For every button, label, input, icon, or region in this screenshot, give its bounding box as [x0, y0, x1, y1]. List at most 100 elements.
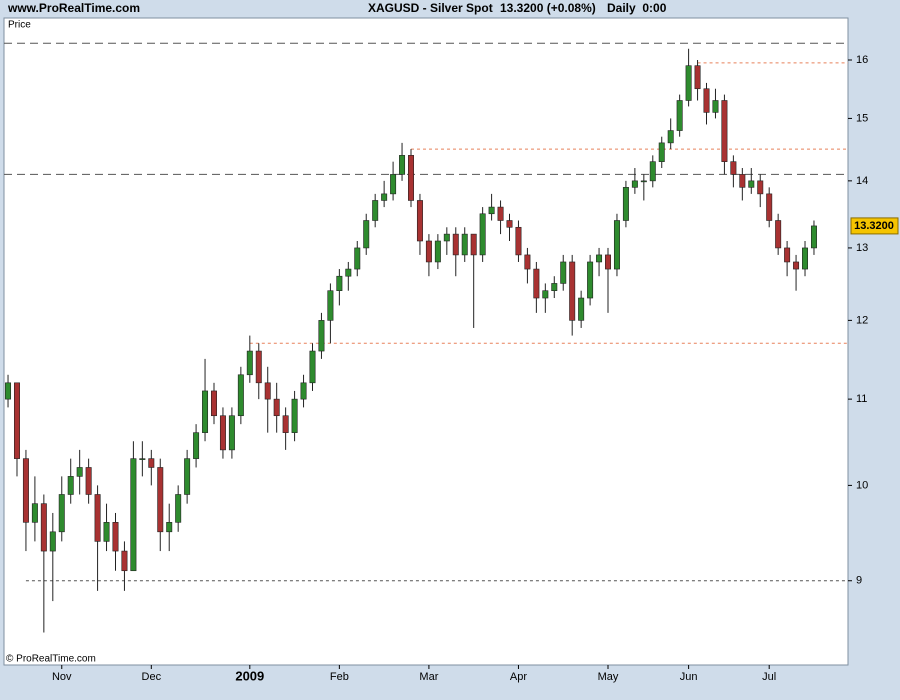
candle-body [354, 247, 361, 270]
candle-body [524, 254, 531, 270]
candle-body [533, 268, 540, 299]
candle-body [22, 458, 29, 523]
candle-body [58, 494, 65, 533]
candle-body [434, 240, 441, 263]
candle-body [372, 200, 379, 221]
candle-body [130, 458, 137, 572]
candle-body [578, 297, 585, 321]
candle-body [219, 415, 226, 451]
candle-body [390, 174, 397, 195]
candle-body [784, 247, 791, 263]
candle-body [515, 226, 522, 256]
candle-body [175, 494, 182, 523]
candle-body [327, 290, 334, 321]
candle-body [103, 522, 110, 542]
candle-body [488, 206, 495, 215]
candle-body [560, 261, 567, 284]
candle-body [479, 213, 486, 256]
candle-body [31, 503, 38, 523]
candle-body [49, 531, 56, 552]
candle-body [67, 476, 74, 495]
candle-body [793, 261, 800, 270]
candle-body [112, 522, 119, 552]
candle-body [775, 220, 782, 249]
candle-body [13, 382, 20, 459]
candle-body [399, 155, 406, 175]
candle-body [166, 522, 173, 533]
candle-body [273, 398, 280, 417]
candle-body [802, 247, 809, 270]
candle-body [40, 503, 47, 552]
candle-body [336, 275, 343, 291]
candle-body [658, 142, 665, 162]
x-tick-label: Mar [419, 671, 438, 683]
candle-body [443, 233, 450, 242]
copyright: © ProRealTime.com [6, 654, 96, 665]
y-tick-label: 14 [856, 175, 868, 187]
candle-body [613, 220, 620, 270]
candle-body [685, 65, 692, 101]
x-tick-label: Feb [330, 671, 349, 683]
candle-body [506, 220, 513, 228]
candle-body [148, 458, 155, 468]
candle-body [237, 374, 244, 417]
candle-body [76, 467, 83, 477]
candle-body [649, 161, 656, 182]
x-tick-label: Jul [762, 671, 776, 683]
candle-body [569, 261, 576, 321]
y-tick-label: 15 [856, 112, 868, 124]
candle-body [318, 320, 325, 352]
candle-body [739, 174, 746, 188]
candle-body [730, 161, 737, 175]
candle-body [810, 225, 817, 249]
candle-body [228, 415, 235, 451]
candle-body [452, 233, 459, 256]
y-tick-label: 10 [856, 479, 868, 491]
candle-body [497, 206, 504, 221]
candle-body [605, 254, 611, 270]
y-tick-label: 12 [856, 314, 868, 326]
candle-body [721, 100, 728, 162]
y-tick-label: 16 [856, 54, 868, 66]
candle-body [631, 180, 638, 188]
x-tick-label: 2009 [235, 668, 264, 683]
candle-body [667, 130, 674, 144]
candle-body [470, 233, 477, 256]
candle-body [748, 180, 755, 188]
candle-body [211, 390, 217, 417]
candle-body [157, 467, 164, 533]
candle-body [345, 268, 352, 277]
candle-body [94, 494, 101, 542]
candle-body [622, 187, 629, 221]
candle-body [184, 458, 191, 495]
site: www.ProRealTime.com [7, 1, 140, 15]
x-tick-label: Nov [52, 671, 72, 683]
candle-body [676, 100, 683, 131]
y-tick-label: 11 [856, 393, 867, 405]
candle-body [309, 350, 316, 384]
candle-body [640, 180, 647, 183]
candle-body [596, 254, 603, 263]
x-tick-label: May [598, 671, 619, 683]
y-tick-label: 9 [856, 575, 862, 587]
candle-body [587, 261, 594, 299]
candle-body [193, 432, 200, 459]
candle-body [461, 233, 468, 256]
candle-body [85, 467, 92, 495]
candle-body [282, 415, 289, 433]
y-tick-label: 13 [856, 242, 868, 254]
x-tick-label: Dec [142, 671, 162, 683]
last-price-label: 13.3200 [854, 220, 894, 232]
candle-body [408, 155, 414, 201]
candle-body [425, 240, 432, 263]
quote: 13.3200 (+0.08%) [500, 1, 596, 15]
candle-body [757, 180, 764, 195]
candle-body [694, 65, 701, 90]
plot-area [3, 17, 849, 666]
chart-title: XAGUSD - Silver Spot [368, 1, 493, 15]
candle-body [246, 350, 253, 376]
period: Daily 0:00 [607, 1, 667, 15]
candle-body [416, 200, 423, 242]
candle-body [703, 88, 710, 113]
